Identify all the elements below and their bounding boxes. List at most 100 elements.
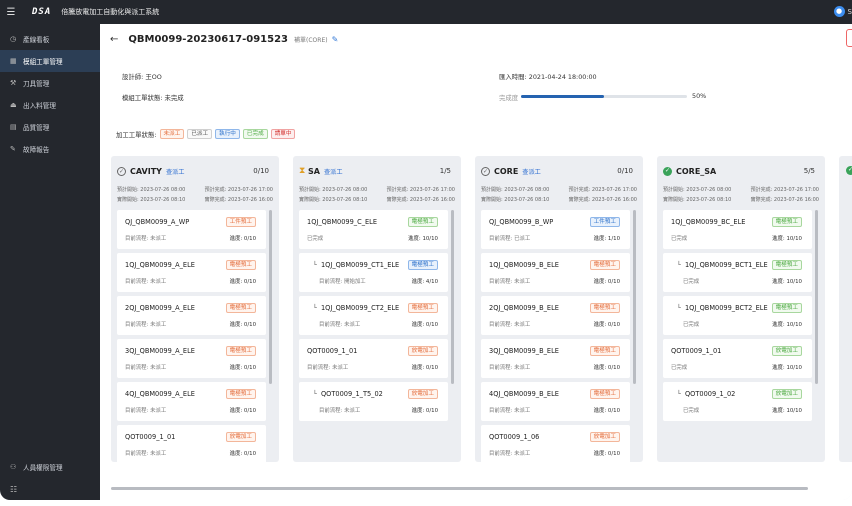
completion-label: 完成度 bbox=[499, 94, 519, 102]
column-scrollbar[interactable] bbox=[815, 210, 818, 384]
sidebar-item-0[interactable]: ◷ 產線看板 bbox=[0, 28, 100, 50]
card-progress: 進度: 10/10 bbox=[772, 279, 802, 285]
card-title: QJ_QBM0099_A_WP bbox=[125, 218, 190, 226]
card-status-badge: 電極預工 bbox=[225, 389, 256, 399]
work-order-card[interactable]: QOT0009_1_06 放電加工 目前流程: 未派工 進度: 0/10 bbox=[481, 425, 630, 462]
card-title: QOT0009_1_01 bbox=[125, 433, 176, 441]
work-order-card[interactable]: 3QJ_QBM0099_A_ELE 電極預工 目前流程: 未派工 進度: 0/10 bbox=[117, 339, 266, 378]
page-header: ← QBM0099-20230617-091523 補單(CORE) ✎ bbox=[100, 24, 852, 54]
completion-percent: 50% bbox=[692, 92, 707, 100]
work-order-card[interactable]: └ 1QJ_QBM0099_CT2_ELE 電極預工 目前流程: 未派工 進度: 0/1… bbox=[299, 296, 448, 335]
card-status-badge: 電極預工 bbox=[407, 260, 438, 270]
view-dispatch-link[interactable]: 查派工 bbox=[323, 168, 343, 176]
card-process: 已完成 bbox=[683, 279, 700, 285]
card-status-badge: 電極預工 bbox=[225, 260, 256, 270]
user-menu[interactable]: ● S bbox=[831, 6, 852, 17]
card-status-badge: 電極預工 bbox=[771, 303, 802, 313]
work-order-card[interactable]: QJ_QBM0099_A_WP 工件預工 目前流程: 未派工 進度: 0/10 bbox=[117, 210, 266, 249]
card-status-badge: 電極預工 bbox=[225, 303, 256, 313]
sidebar-item-5[interactable]: ✎ 故障報告 bbox=[0, 138, 100, 160]
column-title: SA bbox=[308, 166, 320, 176]
card-process: 目前流程: 未派工 bbox=[125, 322, 167, 328]
work-order-card[interactable]: └ QOT0009_1_02 放電加工 已完成 進度: 10/10 bbox=[663, 382, 812, 421]
user-initial: S bbox=[847, 7, 852, 16]
work-order-card[interactable]: 4QJ_QBM0099_A_ELE 電極預工 目前流程: 未派工 進度: 0/10 bbox=[117, 382, 266, 421]
work-order-card[interactable]: 1QJ_QBM0099_BC_ELE 電極預工 已完成 進度: 10/10 bbox=[663, 210, 812, 249]
edit-pencil-icon[interactable]: ✎ bbox=[331, 34, 339, 44]
view-dispatch-link[interactable]: 查派工 bbox=[165, 168, 185, 176]
check-circle-icon: ✓ bbox=[846, 166, 852, 175]
card-progress: 進度: 0/10 bbox=[229, 451, 256, 457]
column-count: 5/5 bbox=[803, 167, 815, 175]
column-scrollbar[interactable] bbox=[633, 210, 636, 384]
sub-item-icon: └ bbox=[677, 261, 681, 269]
card-progress: 進度: 10/10 bbox=[772, 322, 802, 328]
card-title: 2QJ_QBM0099_B_ELE bbox=[489, 304, 559, 312]
sidebar-item-4[interactable]: ▤ 品質管理 bbox=[0, 116, 100, 138]
card-list: QJ_QBM0099_A_WP 工件預工 目前流程: 未派工 進度: 0/10 1QJ_… bbox=[117, 210, 267, 462]
card-process: 目前流程: 未派工 bbox=[125, 236, 167, 242]
card-progress: 進度: 0/10 bbox=[229, 322, 256, 328]
real-end: 實際完成: 2023-07-26 16:00 bbox=[204, 197, 273, 203]
legend-badge: 請單中 bbox=[270, 129, 296, 139]
calendar-icon: ▤ bbox=[10, 123, 17, 131]
sidebar-item-2[interactable]: ⚒ 刀具管理 bbox=[0, 72, 100, 94]
real-end: 實際完成: 2023-07-26 16:00 bbox=[386, 197, 455, 203]
sidebar-item-1[interactable]: ▦ 模組工單管理 bbox=[0, 50, 100, 72]
card-process: 已完成 bbox=[671, 365, 688, 371]
plan-start: 預計開始: 2023-07-26 08:00 bbox=[299, 187, 368, 193]
hamburger-menu-icon[interactable]: ☰ bbox=[6, 6, 16, 18]
column-title: CORE bbox=[494, 166, 519, 176]
work-order-card[interactable]: 1QJ_QBM0099_C_ELE 電極預工 已完成 進度: 10/10 bbox=[299, 210, 448, 249]
work-order-card[interactable]: └ 1QJ_QBM0099_BCT1_ELE 電極預工 已完成 進度: 10/10 bbox=[663, 253, 812, 292]
sidebar-item-label: 人員權限管理 bbox=[23, 464, 63, 472]
sidebar-item-label: 品質管理 bbox=[23, 124, 50, 132]
real-times: 實際開始: 2023-07-26 08:10 實際完成: 2023-07-26 1… bbox=[481, 196, 637, 203]
work-order-card[interactable]: 1QJ_QBM0099_A_ELE 電極預工 目前流程: 未派工 進度: 0/10 bbox=[117, 253, 266, 292]
work-order-card[interactable]: QOT0009_1_01 放電加工 目前流程: 未派工 進度: 0/10 bbox=[117, 425, 266, 462]
card-title: 1QJ_QBM0099_CT2_ELE bbox=[320, 304, 400, 312]
work-order-card[interactable]: 1QJ_QBM0099_B_ELE 電極預工 目前流程: 未派工 進度: 0/10 bbox=[481, 253, 630, 292]
card-process: 目前流程: 開始加工 bbox=[319, 279, 366, 285]
view-dispatch-link[interactable]: 查派工 bbox=[522, 168, 541, 176]
plan-end: 預計完成: 2023-07-26 17:00 bbox=[204, 187, 273, 193]
card-status-badge: 工件預工 bbox=[225, 217, 256, 227]
real-start: 實際開始: 2023-07-26 08:10 bbox=[481, 197, 550, 203]
work-order-card[interactable]: QOT0009_1_01 放電加工 已完成 進度: 10/10 bbox=[663, 339, 812, 378]
edit-icon: ✎ bbox=[10, 145, 16, 153]
real-times: 實際開始: 2023-07-26 08:10 實際完成: 2023-07-26 1… bbox=[117, 196, 273, 203]
real-start: 實際開始: 2023-07-26 08:10 bbox=[117, 197, 186, 203]
card-progress: 進度: 0/10 bbox=[411, 322, 438, 328]
work-order-card[interactable]: 4QJ_QBM0099_B_ELE 電極預工 目前流程: 未派工 進度: 0/10 bbox=[481, 382, 630, 421]
column-header: ✓ CORE_SA 5/5 bbox=[663, 164, 819, 178]
real-start: 實際開始: 2023-07-26 08:10 bbox=[663, 197, 732, 203]
card-progress: 進度: 0/10 bbox=[229, 279, 256, 285]
work-order-card[interactable]: QOT0009_1_01 放電加工 目前流程: 未派工 進度: 0/10 bbox=[299, 339, 448, 378]
card-title: 2QJ_QBM0099_A_ELE bbox=[125, 304, 195, 312]
work-order-card[interactable]: └ 1QJ_QBM0099_CT1_ELE 電極預工 目前流程: 開始加工 進度: 4/… bbox=[299, 253, 448, 292]
sidebar-item-permissions[interactable]: ⚇ 人員權限管理 bbox=[0, 456, 100, 478]
work-order-card[interactable]: QJ_QBM0099_B_WP 工件預工 目前流程: 已派工 進度: 1/10 bbox=[481, 210, 630, 249]
horizontal-scrollbar[interactable] bbox=[111, 487, 808, 490]
work-order-card[interactable]: 2QJ_QBM0099_A_ELE 電極預工目前流程: 未派工 進度: 0/10 bbox=[117, 296, 266, 335]
action-button[interactable] bbox=[846, 29, 852, 47]
back-arrow-icon[interactable]: ← bbox=[110, 33, 119, 45]
card-progress: 進度: 1/10 bbox=[593, 236, 620, 242]
column-scrollbar[interactable] bbox=[269, 210, 272, 384]
check-circle-outline-icon: ✓ bbox=[117, 166, 126, 176]
collapse-sidebar-icon[interactable]: ☷ bbox=[10, 485, 18, 494]
work-order-card[interactable]: 2QJ_QBM0099_B_ELE 電極預工 目前流程: 未派工 進度: 0/10 bbox=[481, 296, 630, 335]
work-order-card[interactable]: └ 1QJ_QBM0099_BCT2_ELE 電極預工 已完成 進度: 10/10 bbox=[663, 296, 812, 335]
sidebar-item-3[interactable]: ⏏ 出入料管理 bbox=[0, 94, 100, 116]
clock-icon: ◷ bbox=[10, 35, 17, 43]
card-status-badge: 放電加工 bbox=[589, 432, 620, 442]
column-scrollbar[interactable] bbox=[451, 210, 454, 384]
user-avatar-icon[interactable]: ● bbox=[833, 6, 845, 17]
card-process: 目前流程: 未派工 bbox=[489, 451, 531, 457]
card-process: 目前流程: 未派工 bbox=[319, 322, 361, 328]
work-order-card[interactable]: 3QJ_QBM0099_B_ELE 電極預工 目前流程: 未派工 進度: 0/10 bbox=[481, 339, 630, 378]
work-order-card[interactable]: └ QOT0009_1_T5_02 放電加工 目前流程: 未派工 進度: 0/10 bbox=[299, 382, 448, 421]
card-process: 目前流程: 未派工 bbox=[307, 365, 349, 371]
column-count: 0/10 bbox=[253, 167, 269, 175]
